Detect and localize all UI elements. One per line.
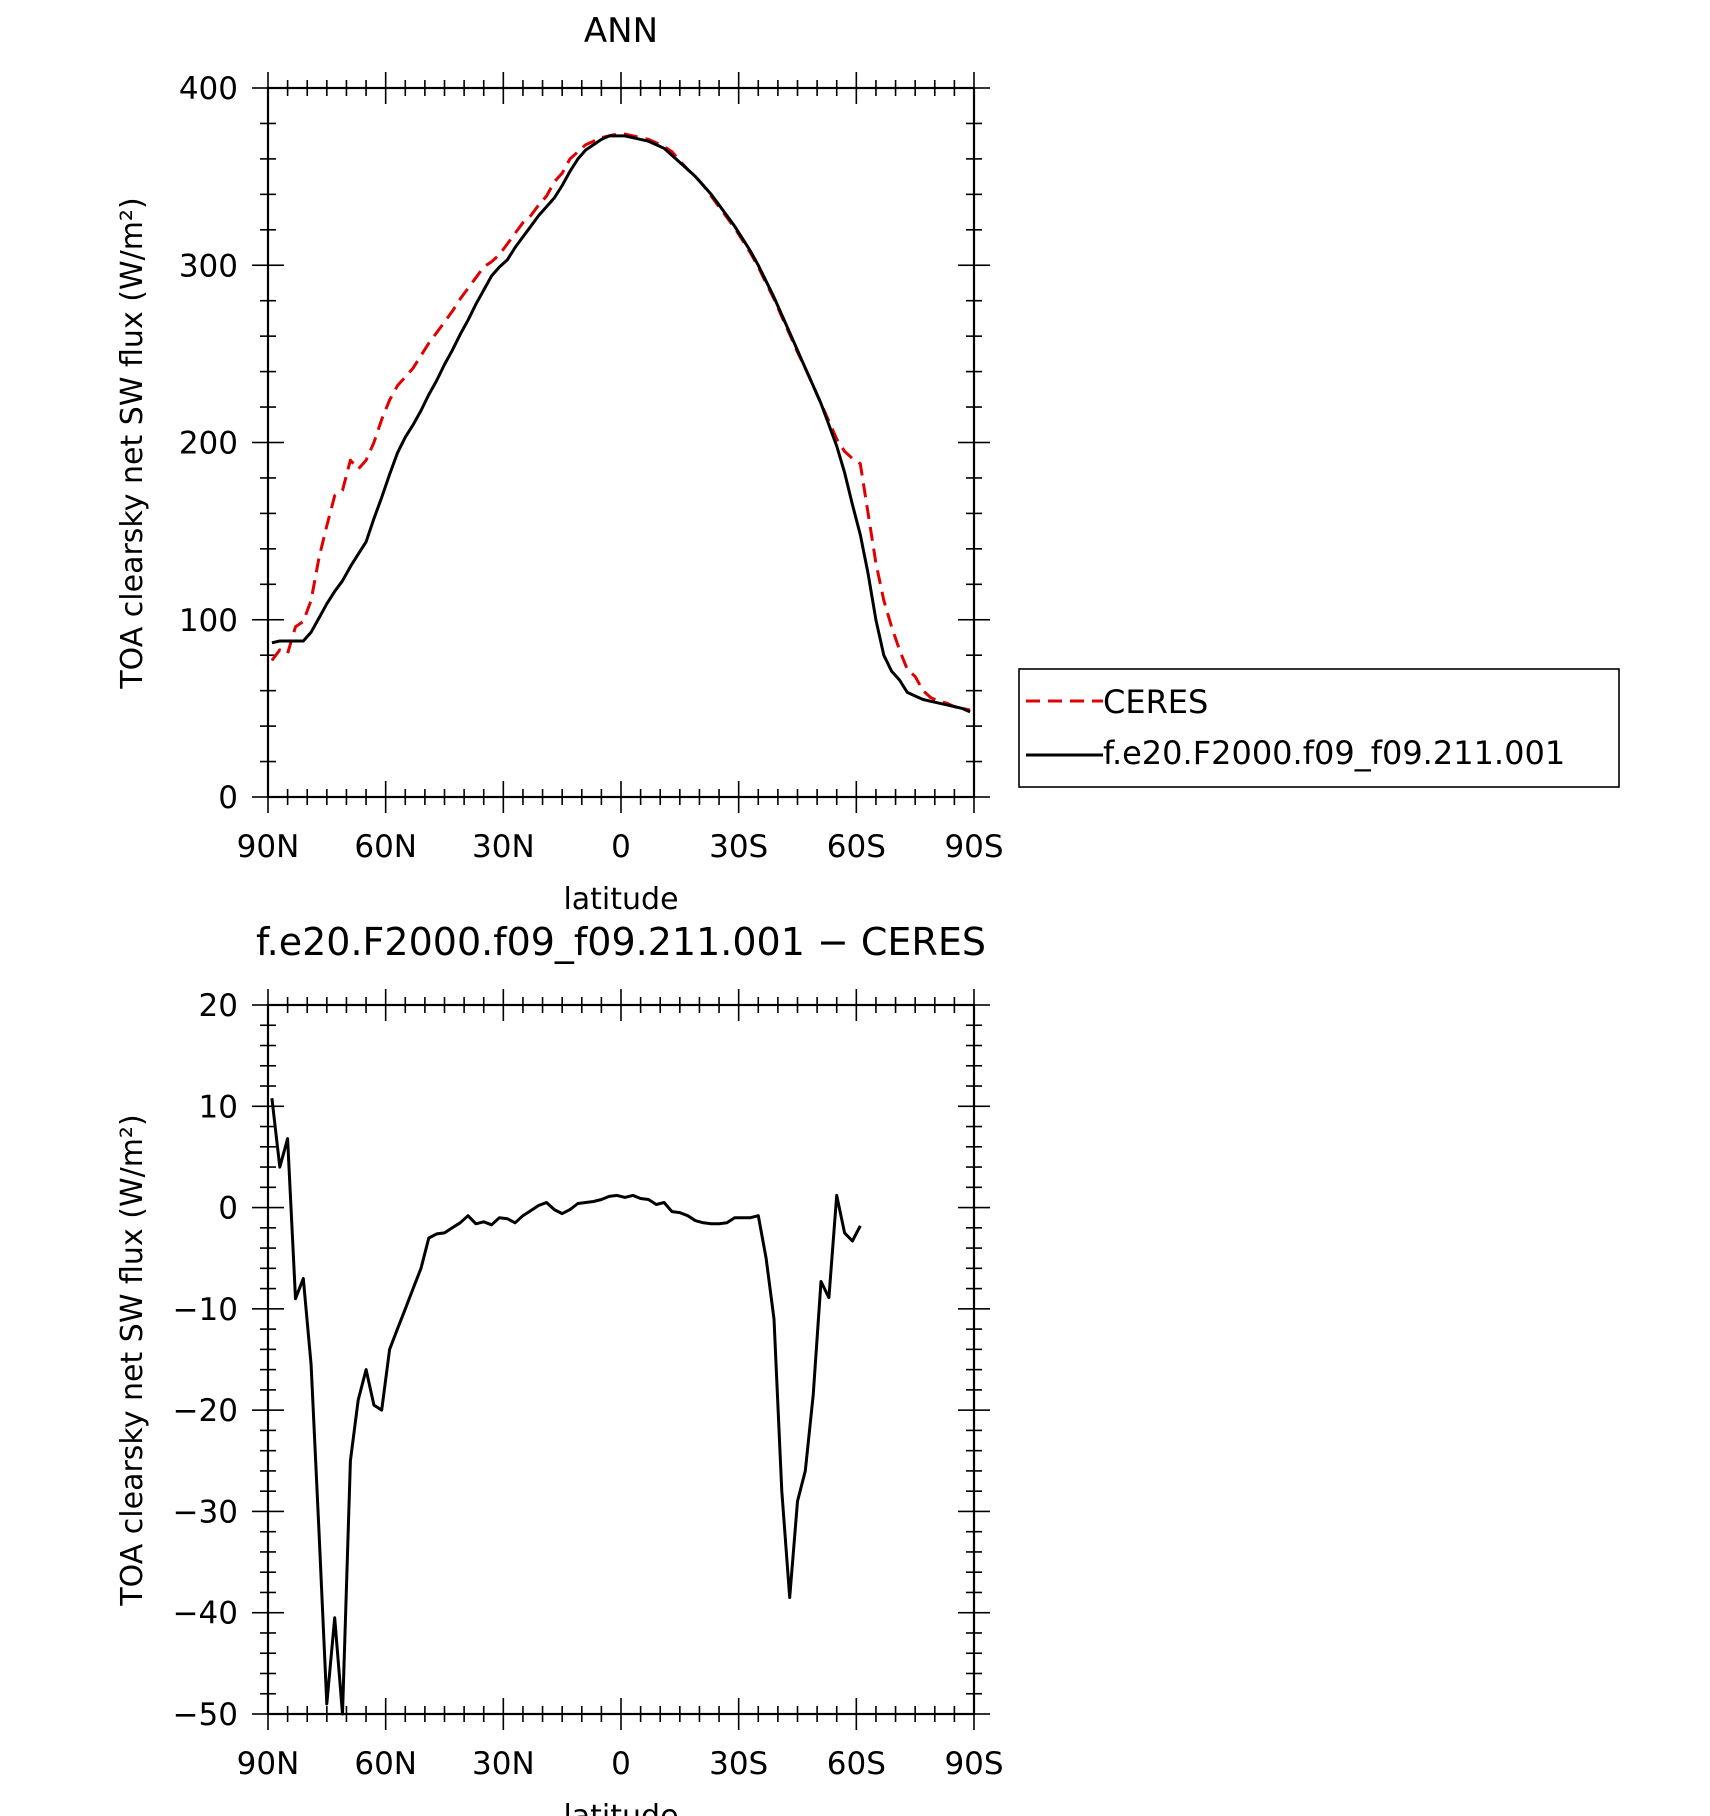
x-tick-label: 90N — [237, 829, 300, 865]
series-line-ceres — [270, 132, 971, 712]
y-tick-label: 100 — [179, 603, 238, 639]
y-tick-label: −30 — [173, 1494, 238, 1530]
x-tick-label: 90S — [944, 829, 1003, 865]
series-line-difference-0 — [270, 1098, 862, 1716]
top-chart-tick-labels: 90N 60N 30N 0 30S 60S 90S 0 100 200 300 400 — [179, 71, 1004, 865]
legend: CERES f.e20.F2000.f09_f09.211.001 — [1018, 668, 1620, 788]
x-tick-label: 60S — [827, 1746, 886, 1782]
top-chart-frame — [266, 86, 976, 799]
top-chart-panel: ANN 90N 60N 30N 0 30S 60S 90S 0 100 200 300 400 lat… — [115, 11, 1004, 917]
y-tick-label: 20 — [199, 988, 238, 1024]
bottom-chart-panel: f.e20.F2000.f09_f09.211.001 − CERES 90N 6… — [115, 920, 1004, 1816]
top-chart-title: ANN — [584, 11, 658, 51]
top-chart-x-axis-label: latitude — [563, 882, 678, 917]
bottom-chart-x-axis-label: latitude — [563, 1799, 678, 1816]
x-tick-label: 0 — [611, 1746, 631, 1782]
bottom-chart-title: f.e20.F2000.f09_f09.211.001 − CERES — [256, 920, 986, 964]
bottom-chart-frame — [266, 1003, 976, 1716]
legend-label-model: f.e20.F2000.f09_f09.211.001 — [1103, 734, 1565, 772]
bottom-chart-series — [270, 1098, 862, 1716]
x-tick-label: 90S — [944, 1746, 1003, 1782]
bottom-chart-ticks — [252, 989, 990, 1730]
y-tick-label: 0 — [218, 1191, 238, 1227]
x-tick-label: 60S — [827, 829, 886, 865]
series-line-f-e20-f2000-f09-f09-211-001 — [271, 134, 971, 714]
y-tick-label: 10 — [199, 1089, 238, 1125]
x-tick-label: 30N — [472, 829, 535, 865]
bottom-chart-y-axis-label: TOA clearsky net SW flux (W/m²) — [115, 1114, 150, 1606]
y-tick-label: −40 — [173, 1596, 238, 1632]
y-tick-label: −10 — [173, 1292, 238, 1328]
y-tick-label: 200 — [179, 426, 238, 462]
y-tick-label: −20 — [173, 1393, 238, 1429]
bottom-chart-tick-labels: 90N 60N 30N 0 30S 60S 90S −50 −40 −30 −20 −10 0 10 20 — [173, 988, 1004, 1782]
top-chart-y-axis-label: TOA clearsky net SW flux (W/m²) — [115, 197, 150, 689]
y-tick-label: −50 — [173, 1697, 238, 1733]
top-chart-series — [270, 132, 971, 714]
x-tick-label: 30S — [709, 1746, 768, 1782]
y-tick-label: 0 — [218, 780, 238, 816]
x-tick-label: 30N — [472, 1746, 535, 1782]
x-tick-label: 30S — [709, 829, 768, 865]
legend-box — [1018, 668, 1620, 788]
x-tick-label: 90N — [237, 1746, 300, 1782]
x-tick-label: 60N — [354, 829, 417, 865]
y-tick-label: 400 — [179, 71, 238, 107]
y-tick-label: 300 — [179, 248, 238, 284]
x-tick-label: 0 — [611, 829, 631, 865]
top-chart-ticks — [252, 72, 990, 813]
x-tick-label: 60N — [354, 1746, 417, 1782]
legend-label-ceres: CERES — [1103, 683, 1208, 721]
